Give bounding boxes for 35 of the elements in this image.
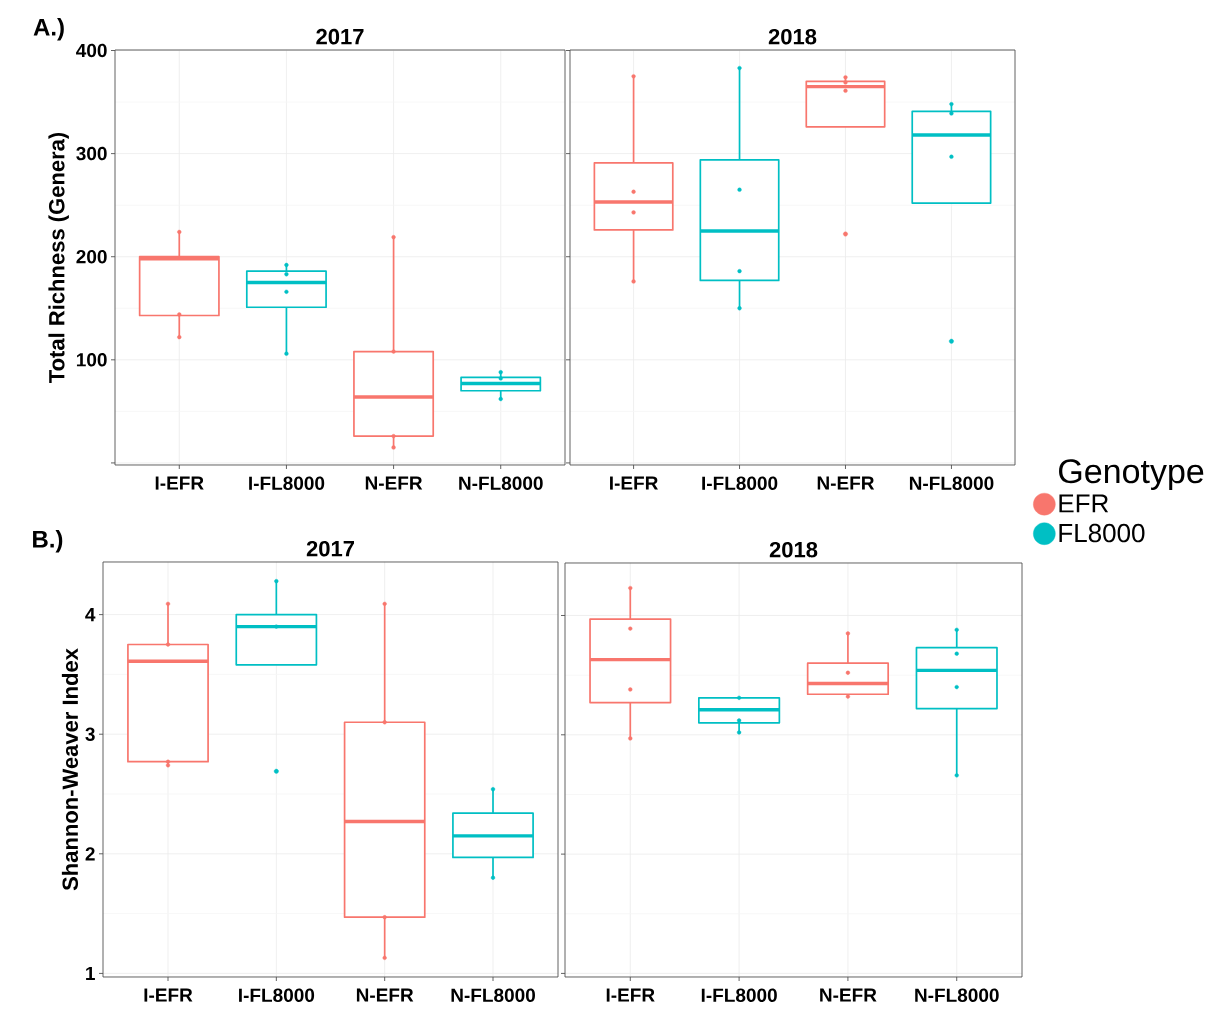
y-tick-label: 100 (76, 353, 107, 367)
text: B.) (33, 530, 63, 553)
y-tick-label: 4 (85, 608, 96, 622)
x-tick-label: N-EFR (356, 988, 414, 1002)
x-tick-label: N-EFR (365, 476, 423, 490)
x-tick-label: I-EFR (144, 988, 193, 1002)
x-tick-label: I-FL8000 (702, 476, 778, 490)
x-tick-label: I-FL8000 (701, 988, 777, 1002)
legend-label: FL8000 (1059, 523, 1145, 543)
legend-title: Genotype (1059, 459, 1204, 491)
x-tick-label: N-FL8000 (451, 988, 535, 1002)
x-tick-label: N-EFR (817, 476, 875, 490)
x-tick-label: I-FL8000 (239, 988, 315, 1002)
x-tick-label: N-FL8000 (459, 476, 543, 490)
y-tick-label: 3 (85, 727, 95, 741)
chart-title: 2018 (768, 28, 817, 45)
legend-label: EFR (1059, 494, 1109, 513)
y-tick-label: 200 (76, 249, 107, 264)
y-axis-title: Shannon-Weaver Index (61, 648, 79, 891)
x-tick-label: I-FL8000 (249, 476, 325, 490)
y-tick-label: 300 (76, 146, 107, 161)
y-tick-label: 2 (85, 847, 95, 861)
x-tick-label: I-EFR (610, 476, 658, 490)
x-tick-label: N-FL8000 (915, 988, 999, 1002)
y-axis-title: Total Richness (Genera) (48, 132, 69, 383)
x-tick-label: N-EFR (820, 988, 877, 1002)
y-tick-label: 1 (86, 966, 95, 980)
text: A.) (33, 18, 64, 41)
x-tick-label: I-EFR (606, 988, 655, 1002)
chart-title: 2017 (316, 28, 364, 45)
x-tick-label: I-EFR (155, 476, 204, 490)
y-tick-label: 400 (76, 43, 107, 58)
chart-title: 2018 (769, 541, 818, 558)
x-tick-label: N-FL8000 (909, 476, 994, 490)
chart-title: 2017 (306, 540, 355, 557)
